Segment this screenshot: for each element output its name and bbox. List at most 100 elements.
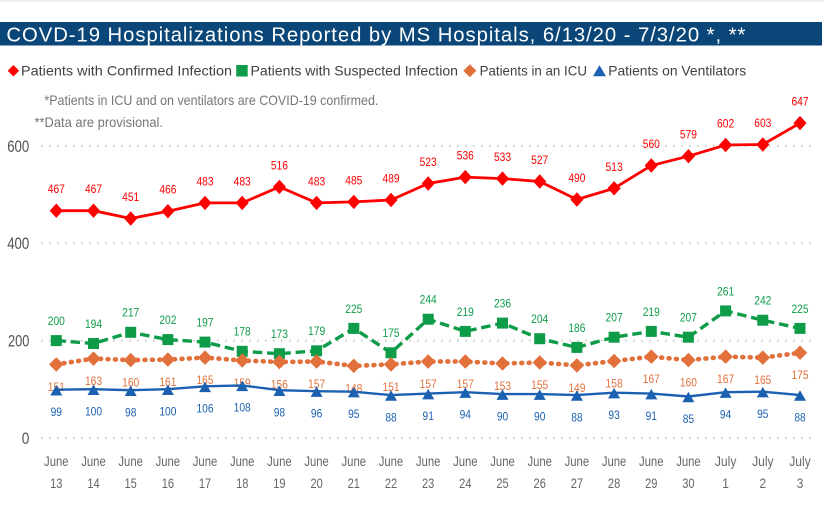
svg-text:14: 14 [87, 475, 99, 491]
svg-text:June: June [565, 453, 590, 469]
svg-text:91: 91 [423, 410, 434, 423]
svg-text:579: 579 [680, 129, 697, 142]
svg-text:242: 242 [754, 295, 771, 308]
svg-text:100: 100 [85, 406, 102, 419]
svg-text:175: 175 [791, 369, 808, 382]
svg-text:217: 217 [122, 307, 139, 320]
svg-text:18: 18 [236, 475, 248, 491]
svg-text:157: 157 [420, 378, 437, 391]
svg-text:June: June [267, 453, 292, 469]
svg-text:108: 108 [234, 402, 251, 415]
svg-text:June: June [118, 453, 143, 469]
svg-text:23: 23 [422, 475, 434, 491]
svg-text:16: 16 [162, 475, 174, 491]
svg-text:244: 244 [420, 294, 437, 307]
svg-text:197: 197 [196, 317, 213, 330]
svg-text:157: 157 [457, 378, 474, 391]
svg-text:0: 0 [22, 429, 30, 448]
svg-text:Patients with Suspected Infect: Patients with Suspected Infection [251, 63, 459, 79]
svg-text:COVD-19 Hospitalizations Repor: COVD-19 Hospitalizations Reported by MS … [6, 24, 745, 46]
svg-text:167: 167 [717, 373, 734, 386]
svg-text:June: June [379, 453, 404, 469]
svg-text:167: 167 [643, 373, 660, 386]
svg-text:June: June [156, 453, 181, 469]
svg-text:186: 186 [568, 322, 585, 335]
svg-text:400: 400 [7, 234, 29, 253]
svg-text:160: 160 [680, 377, 697, 390]
svg-text:85: 85 [683, 413, 694, 426]
svg-text:151: 151 [382, 381, 399, 394]
svg-text:483: 483 [308, 176, 325, 189]
svg-text:June: June [416, 453, 441, 469]
svg-text:June: June [602, 453, 627, 469]
svg-text:June: June [304, 453, 329, 469]
svg-text:175: 175 [382, 327, 399, 340]
svg-text:200: 200 [48, 315, 65, 328]
svg-text:30: 30 [682, 475, 694, 491]
svg-text:15: 15 [125, 475, 137, 491]
svg-text:149: 149 [568, 382, 585, 395]
svg-text:155: 155 [531, 379, 548, 392]
svg-text:163: 163 [85, 375, 102, 388]
svg-text:100: 100 [159, 406, 176, 419]
svg-text:467: 467 [48, 183, 65, 196]
svg-text:219: 219 [457, 306, 474, 319]
svg-text:165: 165 [754, 374, 771, 387]
svg-text:June: June [342, 453, 367, 469]
svg-text:**Data are provisional.: **Data are provisional. [35, 114, 164, 130]
svg-text:600: 600 [7, 137, 29, 156]
svg-text:95: 95 [348, 408, 359, 421]
svg-text:Patients on Ventilators: Patients on Ventilators [608, 63, 746, 79]
svg-text:219: 219 [643, 306, 660, 319]
svg-text:2: 2 [759, 475, 766, 491]
svg-text:July: July [715, 453, 737, 469]
svg-text:June: June [527, 453, 552, 469]
svg-text:603: 603 [754, 117, 771, 130]
svg-text:467: 467 [85, 183, 102, 196]
svg-text:Patients with Confirmed Infect: Patients with Confirmed Infection [21, 63, 232, 79]
svg-text:June: June [81, 453, 106, 469]
svg-text:98: 98 [274, 407, 285, 420]
svg-text:207: 207 [680, 312, 697, 325]
svg-text:June: June [490, 453, 515, 469]
svg-text:90: 90 [534, 411, 545, 424]
svg-text:160: 160 [122, 377, 139, 390]
svg-text:560: 560 [643, 138, 660, 151]
svg-text:July: July [789, 453, 811, 469]
svg-text:95: 95 [757, 408, 768, 421]
svg-text:19: 19 [273, 475, 285, 491]
svg-text:3: 3 [797, 475, 804, 491]
svg-text:179: 179 [308, 325, 325, 338]
svg-text:516: 516 [271, 160, 288, 173]
svg-text:513: 513 [606, 161, 623, 174]
svg-text:483: 483 [196, 176, 213, 189]
svg-text:88: 88 [385, 412, 396, 425]
svg-text:99: 99 [51, 406, 62, 419]
svg-text:94: 94 [460, 409, 471, 422]
svg-text:21: 21 [348, 475, 360, 491]
svg-text:25: 25 [496, 475, 508, 491]
svg-text:158: 158 [606, 378, 623, 391]
svg-text:647: 647 [791, 96, 808, 109]
svg-text:24: 24 [459, 475, 471, 491]
svg-text:June: June [193, 453, 218, 469]
svg-text:485: 485 [345, 175, 362, 188]
svg-text:225: 225 [791, 303, 808, 316]
svg-text:490: 490 [568, 172, 585, 185]
svg-text:178: 178 [234, 326, 251, 339]
svg-text:466: 466 [159, 184, 176, 197]
svg-text:27: 27 [571, 475, 583, 491]
svg-text:22: 22 [385, 475, 397, 491]
svg-text:261: 261 [717, 286, 734, 299]
svg-text:July: July [752, 453, 774, 469]
svg-text:96: 96 [311, 408, 322, 421]
svg-text:527: 527 [531, 154, 548, 167]
svg-text:156: 156 [271, 379, 288, 392]
svg-text:173: 173 [271, 328, 288, 341]
svg-text:June: June [676, 453, 701, 469]
svg-text:533: 533 [494, 151, 511, 164]
svg-text:161: 161 [159, 376, 176, 389]
svg-text:17: 17 [199, 475, 211, 491]
svg-text:207: 207 [606, 312, 623, 325]
svg-text:483: 483 [234, 176, 251, 189]
